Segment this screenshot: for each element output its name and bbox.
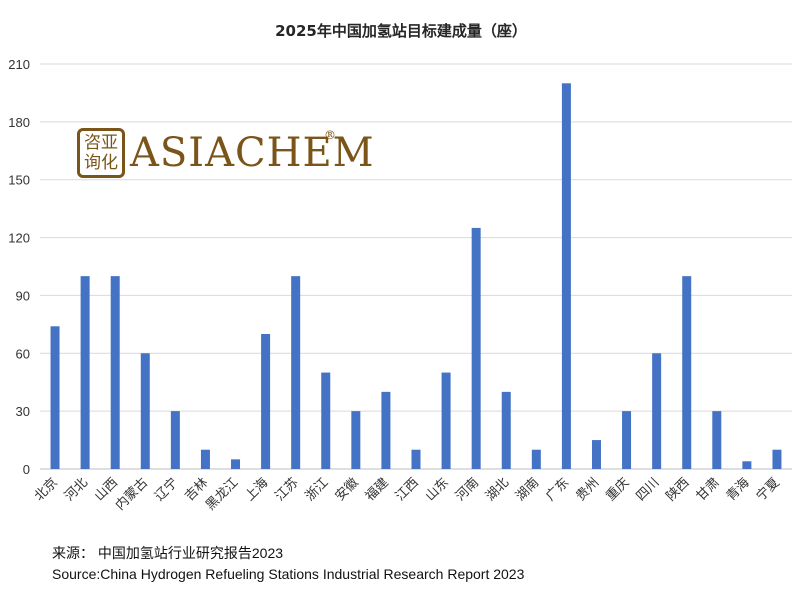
bar — [321, 372, 331, 469]
bar — [712, 411, 722, 469]
x-tick-label: 河北 — [62, 475, 91, 504]
x-tick-label: 重庆 — [603, 475, 633, 505]
bar — [110, 276, 120, 469]
x-tick-label: 安徽 — [333, 475, 362, 504]
x-tick-label: 湖南 — [512, 475, 542, 505]
x-tick-label: 内蒙古 — [112, 475, 151, 514]
bar — [471, 227, 481, 469]
bar — [561, 83, 571, 470]
x-tick-label: 山东 — [423, 475, 452, 504]
x-tick-label: 河南 — [452, 475, 482, 505]
y-tick-label: 90 — [16, 288, 30, 303]
x-tick-label: 广东 — [543, 475, 572, 504]
y-tick-label: 0 — [23, 462, 30, 477]
bar — [140, 353, 150, 469]
x-tick-label: 青海 — [724, 475, 753, 504]
bar — [772, 449, 782, 469]
chart-title: 2025年中国加氢站目标建成量（座） — [275, 22, 527, 40]
registered-mark: ® — [324, 128, 336, 142]
logo-wordmark: ASIACHEM — [130, 130, 375, 176]
bar — [622, 411, 632, 469]
x-tick-label: 甘肃 — [694, 475, 723, 504]
x-tick-label: 上海 — [242, 475, 271, 504]
x-tick-label: 贵州 — [573, 475, 602, 504]
x-tick-label: 江苏 — [272, 475, 302, 505]
y-tick-label: 120 — [8, 231, 30, 246]
bar — [351, 411, 361, 469]
bar — [170, 411, 180, 469]
x-tick-label: 宁夏 — [753, 475, 783, 505]
x-tick-label: 辽宁 — [151, 475, 181, 505]
bar — [591, 440, 601, 469]
bar — [261, 334, 271, 469]
bar — [80, 276, 90, 469]
bar — [531, 449, 541, 469]
source-line-cn: 来源： 中国加氢站行业研究报告2023 — [52, 545, 284, 561]
source-line-en: Source:China Hydrogen Refueling Stations… — [52, 566, 525, 582]
y-tick-label: 180 — [8, 115, 30, 130]
y-tick-label: 60 — [16, 346, 30, 361]
x-tick-label: 黑龙江 — [203, 475, 241, 513]
x-tick-label: 江西 — [393, 475, 422, 504]
bar — [441, 372, 451, 469]
logo-mark: 咨亚 询化 — [77, 128, 125, 178]
bar — [291, 276, 301, 469]
bar — [381, 391, 391, 469]
x-tick-label: 陕西 — [664, 475, 693, 504]
bar — [200, 449, 210, 469]
bar — [501, 391, 511, 469]
x-tick-label: 四川 — [633, 475, 662, 504]
y-tick-label: 30 — [16, 404, 30, 419]
bar — [411, 449, 421, 469]
bar — [682, 276, 692, 469]
bar — [231, 459, 241, 469]
bar — [742, 461, 752, 469]
x-tick-label: 浙江 — [303, 475, 332, 504]
x-tick-label: 北京 — [32, 475, 61, 504]
y-tick-label: 150 — [8, 173, 30, 188]
bar — [652, 353, 662, 469]
x-tick-label: 福建 — [363, 475, 392, 504]
bar — [50, 326, 60, 469]
x-tick-label: 湖北 — [483, 475, 512, 504]
y-tick-label: 210 — [8, 57, 30, 72]
